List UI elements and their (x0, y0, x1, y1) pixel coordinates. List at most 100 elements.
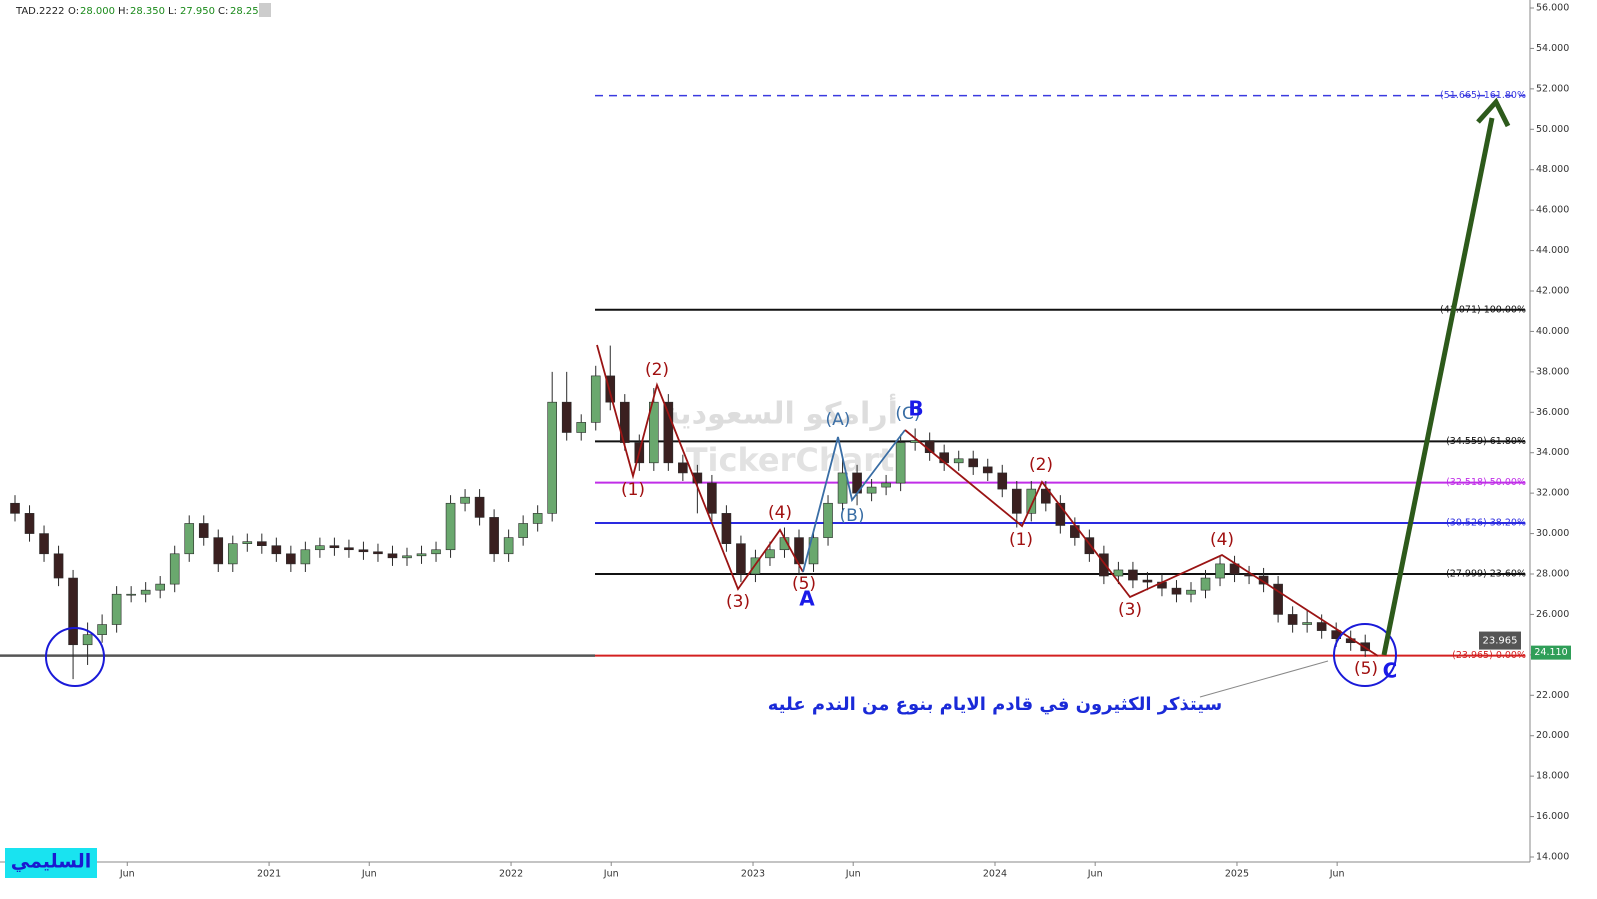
signature: السليمي (11, 851, 91, 873)
wave-label: B (908, 397, 923, 421)
candle-body (257, 541, 267, 547)
ohlc-label: H: (118, 6, 129, 17)
candle-body (126, 593, 136, 596)
candle-body (97, 624, 107, 635)
candle-body (344, 547, 354, 551)
ohlc-label: C: (218, 6, 228, 17)
candle-body (503, 537, 514, 555)
ohlc-value: 27.950 (180, 6, 215, 17)
candle-body (547, 401, 557, 514)
candle-body (329, 545, 340, 549)
signature-box (5, 848, 97, 878)
candle-body (1186, 589, 1196, 595)
candle-body (155, 583, 165, 591)
candle-body (721, 513, 732, 544)
x-tick-label: 2023 (741, 869, 765, 880)
symbol: TAD.2222 (15, 6, 65, 17)
candle-body (1099, 553, 1109, 577)
candle-body (82, 634, 93, 646)
candle-body (1113, 569, 1124, 577)
candle-body (1055, 502, 1066, 526)
candle-body (1287, 614, 1298, 625)
y-tick-label: 54.000 (1536, 43, 1569, 54)
y-tick-label: 30.000 (1536, 528, 1569, 539)
wave-label: (4) (768, 503, 792, 523)
y-tick-label: 26.000 (1536, 609, 1569, 620)
candle-body (315, 545, 325, 551)
candle-body (431, 549, 441, 555)
y-tick-label: 20.000 (1536, 730, 1569, 741)
x-tick-label: 2024 (983, 869, 1007, 880)
y-tick-label: 56.000 (1536, 3, 1569, 14)
wave-label: (3) (726, 592, 750, 612)
candle-body (895, 442, 906, 484)
fib-label: (32.518) 50.00% (1446, 477, 1526, 488)
candle-body (532, 513, 543, 524)
candle-body (590, 375, 601, 423)
candle-body (1171, 587, 1182, 595)
candle-body (678, 462, 688, 474)
candle-body (649, 401, 659, 464)
y-tick-label: 36.000 (1536, 407, 1569, 418)
candle-body (184, 523, 195, 555)
wave-label: (1) (621, 480, 645, 500)
y-tick-label: 40.000 (1536, 326, 1569, 337)
candle-body (300, 549, 311, 565)
wave-label: (3) (1118, 600, 1142, 620)
wave-label: (B) (840, 506, 865, 526)
wave-label: (A) (826, 410, 851, 430)
candle-body (1070, 525, 1080, 538)
y-tick-label: 14.000 (1536, 852, 1569, 863)
y-tick-label: 38.000 (1536, 366, 1569, 377)
candle-body (765, 549, 775, 559)
x-tick-label: Jun (845, 869, 861, 880)
fib-label: (23.965) 0.00% (1452, 650, 1526, 661)
ohlc-value: 28.250 (230, 6, 265, 17)
x-tick-label: 2025 (1225, 869, 1249, 880)
ohlc-label: O: (68, 6, 79, 17)
y-tick-label: 34.000 (1536, 447, 1569, 458)
candle-body (692, 472, 703, 484)
candle-body (169, 553, 180, 585)
x-tick-label: Jun (1087, 869, 1103, 880)
candle-body (140, 589, 151, 595)
candle-body (866, 486, 877, 494)
candle-body (982, 466, 993, 474)
candle-body (358, 549, 369, 553)
forecast-arrow (1381, 117, 1495, 656)
wave-label: (2) (1029, 455, 1053, 475)
candle-body (402, 555, 412, 559)
y-tick-label: 50.000 (1536, 124, 1569, 135)
candle-body (823, 502, 833, 538)
y-tick-label: 22.000 (1536, 690, 1569, 701)
candle-body (997, 472, 1008, 490)
candle-body (286, 553, 296, 565)
fib-label: (51.665) 161.80% (1440, 90, 1526, 101)
x-tick-label: Jun (603, 869, 619, 880)
watermark: أرامكو السعودية (662, 394, 898, 432)
ohlc-value: 28.000 (80, 6, 115, 17)
candle-body (1316, 622, 1327, 631)
last-price-tag (1531, 645, 1571, 660)
candle-body (968, 458, 979, 468)
y-tick-label: 32.000 (1536, 488, 1569, 499)
wave-label: (4) (1210, 530, 1234, 550)
wave-label: C (1383, 659, 1398, 683)
ohlc-legend: O: 28.000 H: 28.350 L: 27.950 C: 28.250 (68, 3, 271, 17)
y-tick-label: 42.000 (1536, 286, 1569, 297)
menu-button[interactable] (259, 3, 271, 17)
y-tick-label: 44.000 (1536, 245, 1569, 256)
x-tick-label: Jun (119, 869, 135, 880)
x-tick-label: Jun (361, 869, 377, 880)
candle-body (387, 553, 398, 559)
watermark: TickerChart (686, 441, 895, 479)
annotation: سيتذكر الكثيرون في قادم الايام بنوع من ا… (768, 694, 1223, 715)
candle-body (1215, 563, 1225, 579)
wave-line (802, 429, 906, 573)
wave-line (596, 344, 804, 591)
candle-body (474, 496, 485, 518)
candle-body (227, 543, 238, 565)
wave-label: (5) (792, 574, 816, 594)
wave-label: A (799, 587, 815, 611)
